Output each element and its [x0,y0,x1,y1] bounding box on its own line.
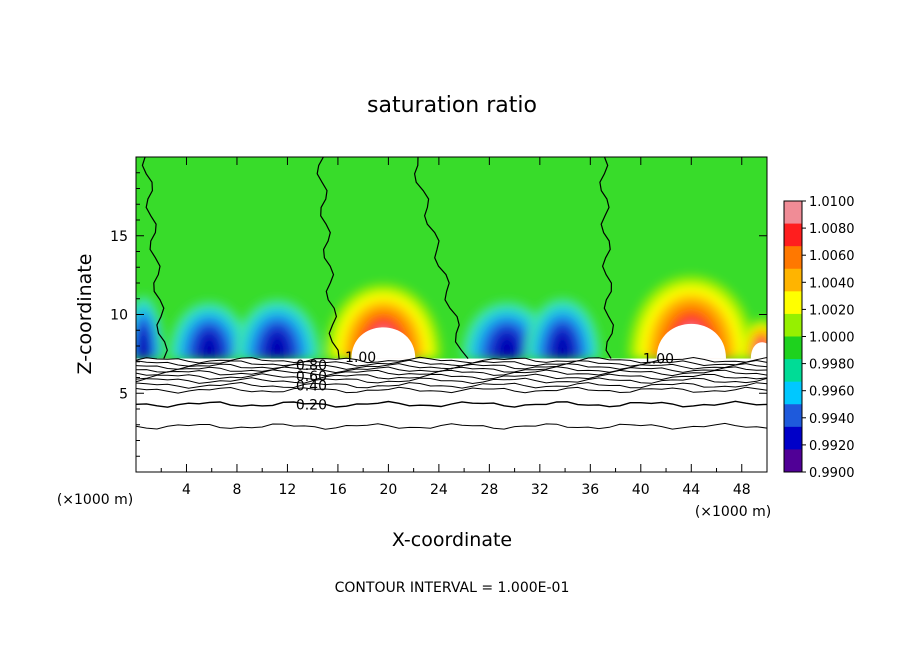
y-axis-ticks: 5 10 15 [110,172,767,457]
saturation-boundary [413,157,469,359]
contour-line [136,369,767,377]
x-tick-label: 48 [733,482,751,498]
contour-line [136,422,767,430]
colorbar-swatch [784,291,802,315]
chart-title: saturation ratio [367,93,537,118]
colorbar-swatch [784,201,802,225]
moist-core [750,342,767,359]
contour-line [136,359,767,367]
dry-plume-layer [553,333,572,359]
x-axis-ticks: 4 8 12 16 20 24 28 32 36 40 44 48 [160,157,751,498]
colorbar-label: 1.0020 [809,303,855,318]
contour-line [136,381,767,389]
x-unit-left: (×1000 m) [57,492,133,508]
contour-label: 1.00 [345,350,376,366]
y-axis-label: Z-coordinate [74,254,96,375]
contour-label: 0.40 [296,378,327,394]
y-tick-label: 10 [110,308,128,324]
contour-label: 0.60 [296,369,327,385]
x-tick-label: 24 [430,482,448,498]
contour-interval-note: CONTOUR INTERVAL = 1.000E-01 [335,580,570,596]
y-tick-label: 15 [110,229,128,245]
x-tick-label: 32 [531,482,549,498]
x-tick-label: 20 [379,482,397,498]
x-tick-label: 12 [279,482,297,498]
saturation-boundary [141,157,168,359]
colorbar-swatch [784,313,802,337]
dry-plume-layer [138,332,149,359]
colorbar-label: 0.9900 [809,466,855,481]
contour-label: 0.20 [296,397,327,413]
colorbar-swatch [784,223,802,247]
x-tick-label: 36 [581,482,599,498]
plot-area: 1.00 0.800.600.40 0.20 1.00 [136,157,767,472]
moist-core [351,327,416,359]
saturation-boundary [316,157,340,359]
contour-label: 0.80 [296,358,327,374]
colorbar-label: 0.9920 [809,439,855,454]
colorbar-label: 1.0060 [809,249,855,264]
contour-line [136,386,767,394]
colorbar-label: 0.9980 [809,358,855,373]
colorbar-swatch [784,359,802,383]
contour-line [136,373,767,381]
colorbar-label: 1.0000 [809,331,855,346]
colorbar-label: 1.0040 [809,276,855,291]
dry-plume-layer [496,334,518,359]
x-tick-label: 16 [329,482,347,498]
x-tick-label: 28 [480,482,498,498]
x-unit-right: (×1000 m) [695,504,771,520]
colorbar-swatch [784,246,802,270]
contour-line [136,400,767,408]
colorbar-swatch [784,426,802,450]
colorbar-swatch [784,404,802,428]
x-tick-label: 44 [682,482,700,498]
contour-line [136,377,767,385]
x-axis-label: X-coordinate [392,529,512,551]
x-tick-label: 40 [632,482,650,498]
contour-label: 1.00 [643,352,674,368]
colorbar-label: 0.9940 [809,412,855,427]
contour-line [136,356,767,364]
colorbar-swatch [784,449,802,473]
dry-plume-layer [199,334,219,359]
colorbar: 1.0100 1.0080 1.0060 1.0040 1.0020 1.0000 0.99… [783,195,855,481]
x-tick-label: 8 [232,482,241,498]
colorbar-label: 1.0100 [809,195,855,210]
colorbar-swatch [784,268,802,292]
colorbar-label: 1.0080 [809,222,855,237]
saturation-field [136,157,767,472]
x-tick-label: 4 [182,482,191,498]
contour-line [136,366,767,374]
saturation-boundary [599,157,615,359]
moist-core [656,323,726,359]
colorbar-label: 0.9960 [809,385,855,400]
colorbar-swatch [784,336,802,360]
colorbar-swatch [784,381,802,405]
y-tick-label: 5 [119,386,128,402]
dry-plume-layer [267,333,288,359]
contour-lines: 1.00 0.800.600.40 0.20 1.00 [136,157,767,430]
